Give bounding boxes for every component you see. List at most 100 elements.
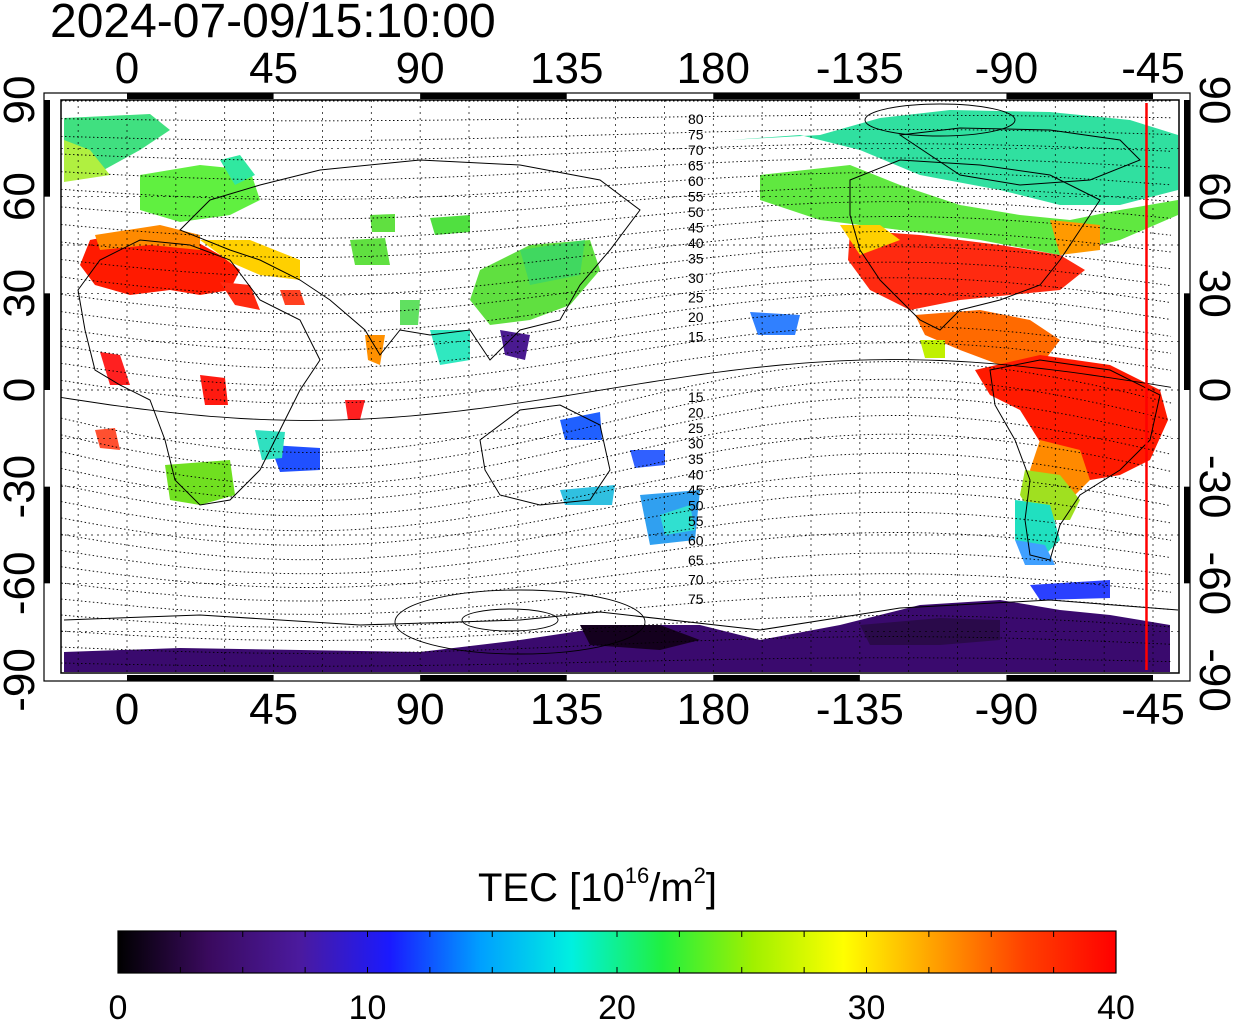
- contour-line: [61, 615, 1172, 641]
- contour-label-north: 15: [688, 329, 704, 345]
- left-lat-label: -60: [0, 552, 44, 616]
- right-lat-label: -90: [1190, 648, 1235, 712]
- contour-label-north: 55: [688, 189, 704, 205]
- contour-line: [61, 491, 1172, 561]
- bottom-axis-bar: [713, 675, 860, 681]
- left-axis-bar: [44, 293, 50, 390]
- contour-label-north: 65: [688, 158, 704, 174]
- magnetic-latitude-contours: [61, 100, 1172, 667]
- contour-line: [61, 452, 1172, 532]
- right-lat-label: 0: [1190, 378, 1235, 402]
- contour-label-north: 30: [688, 270, 704, 286]
- contour-line: [61, 261, 1172, 315]
- bottom-lon-label: 135: [530, 685, 603, 734]
- contour-label-south: 70: [688, 572, 704, 588]
- top-axis-bar: [713, 93, 860, 99]
- contour-line: [61, 143, 1172, 161]
- contour-label-north: 50: [688, 204, 704, 220]
- left-lat-label: -90: [0, 648, 44, 712]
- right-lat-label: 60: [1190, 172, 1235, 221]
- contour-line: [61, 201, 1172, 239]
- bottom-lon-label: 45: [249, 685, 298, 734]
- colorbar-tick-label: 10: [349, 989, 387, 1021]
- left-lat-label: -30: [0, 455, 44, 519]
- contour-line: [61, 186, 1172, 220]
- axis-bars: [44, 93, 1190, 681]
- contour-label-south: 40: [688, 467, 704, 483]
- contour-line: [61, 359, 1172, 421]
- contour-line: [61, 172, 1172, 200]
- contour-line: [61, 128, 1172, 142]
- top-lon-label: 180: [677, 44, 750, 93]
- colorbar-title: TEC [1016/m2]: [478, 862, 718, 910]
- contour-line: [61, 532, 1172, 588]
- right-lat-label: -30: [1190, 455, 1235, 519]
- contour-label-south: 50: [688, 498, 704, 514]
- contour-line: [61, 216, 1172, 258]
- map-frame: [60, 99, 1180, 674]
- colorbar-tick-label: 30: [848, 989, 886, 1021]
- left-lat-label: 0: [0, 378, 44, 402]
- contour-labels: 8075706560555045403530252015152025303540…: [688, 111, 704, 607]
- contour-label-north: 80: [688, 111, 704, 127]
- colorbar-tick-label: 0: [109, 989, 128, 1021]
- contour-label-north: 25: [688, 290, 704, 306]
- timestamp-title: 2024-07-09/15:10:00: [50, 0, 496, 48]
- contour-line: [61, 114, 1172, 122]
- bottom-lon-label: -135: [816, 685, 904, 734]
- top-lon-label: 90: [396, 44, 445, 93]
- contour-line: [61, 231, 1172, 277]
- top-axis-bar: [1006, 93, 1153, 99]
- contour-label-north: 60: [688, 173, 704, 189]
- left-lat-label: 90: [0, 76, 44, 125]
- bottom-axis-bar: [420, 675, 567, 681]
- bottom-lon-label: 90: [396, 685, 445, 734]
- right-lat-label: 30: [1190, 269, 1235, 318]
- contour-label-north: 70: [688, 142, 704, 158]
- bottom-lon-label: 0: [115, 685, 139, 734]
- contour-line: [61, 246, 1172, 296]
- contour-line: [61, 433, 1172, 517]
- contour-ellipse: [864, 103, 1016, 137]
- contour-line: [61, 378, 1172, 470]
- contour-label-south: 45: [688, 482, 704, 498]
- left-axis-bar: [44, 486, 50, 584]
- colorbar-ticks: 0 10 20 30 40: [109, 931, 1135, 1021]
- left-lat-label: 30: [0, 269, 44, 318]
- colorbar: [117, 930, 1117, 974]
- colorbar-tick-label: 40: [1097, 989, 1135, 1021]
- contour-line: [61, 277, 1172, 333]
- top-lon-label: 135: [530, 44, 603, 93]
- top-lon-label: 45: [249, 44, 298, 93]
- top-axis-bar: [127, 93, 274, 99]
- contour-line: [61, 636, 1172, 654]
- contour-label-south: 75: [688, 591, 704, 607]
- contour-label-south: 30: [688, 436, 704, 452]
- contour-line: [61, 472, 1172, 546]
- contour-label-south: 65: [688, 552, 704, 568]
- top-lon-label: -135: [816, 44, 904, 93]
- top-lon-label: -45: [1121, 44, 1185, 93]
- contour-ellipse: [461, 608, 559, 632]
- contour-line: [61, 361, 1172, 453]
- right-lat-label: 90: [1190, 76, 1235, 125]
- contour-label-south: 60: [688, 533, 704, 549]
- graticule: [61, 100, 1179, 673]
- contour-line: [61, 573, 1172, 615]
- right-axis-bar: [1184, 486, 1190, 584]
- tec-data-layer: [64, 110, 1178, 672]
- tick-labels: 0045459090135135180180-135-135-90-90-45-…: [0, 44, 1235, 734]
- contour-label-south: 55: [688, 513, 704, 529]
- contour-label-north: 75: [688, 127, 704, 143]
- contour-ellipse: [394, 589, 646, 655]
- contour-label-north: 45: [688, 220, 704, 236]
- right-axis-bar: [1184, 293, 1190, 390]
- contour-label-south: 20: [688, 405, 704, 421]
- bottom-lon-label: -45: [1121, 685, 1185, 734]
- left-axis-bar: [44, 100, 50, 197]
- left-lat-label: 60: [0, 172, 44, 221]
- bottom-axis-bar: [127, 675, 274, 681]
- bottom-axis-bar: [1006, 675, 1153, 681]
